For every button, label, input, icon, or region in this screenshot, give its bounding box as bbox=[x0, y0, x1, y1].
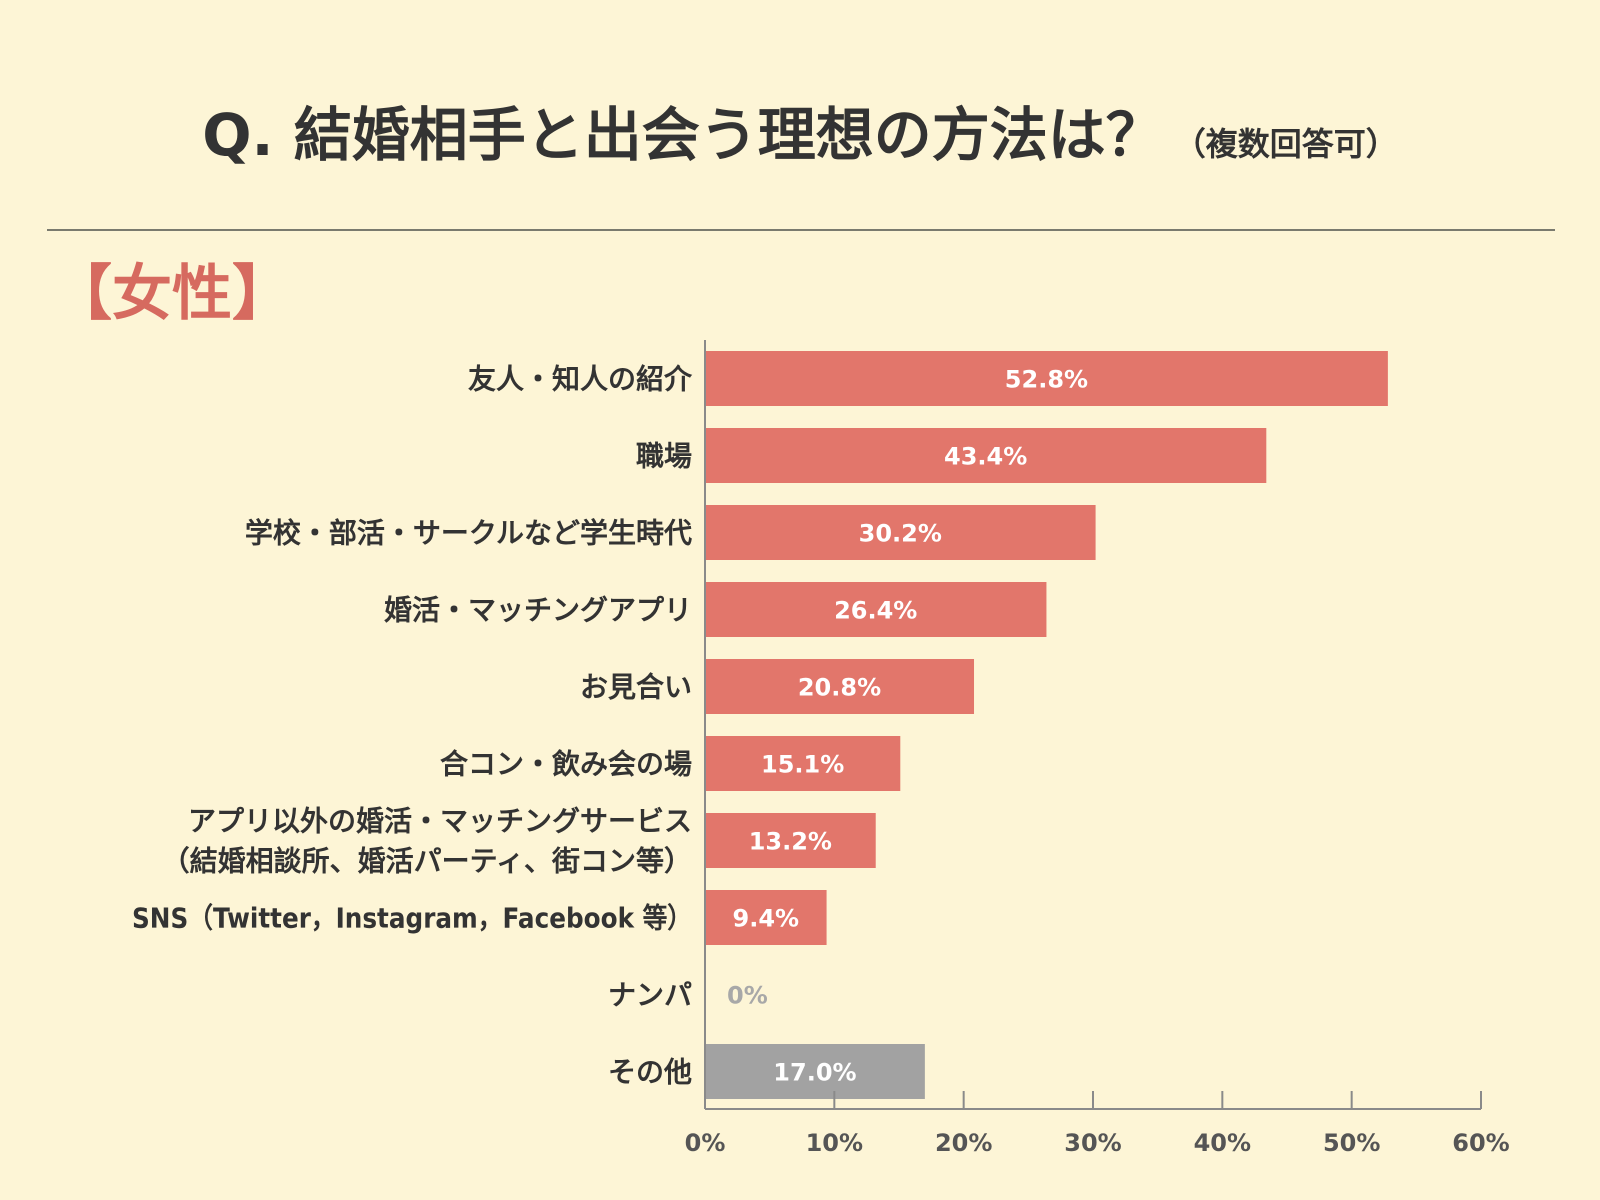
data-label-4: 20.8% bbox=[798, 674, 881, 702]
x-tick-label-2: 20% bbox=[935, 1129, 992, 1157]
x-tick-label-5: 50% bbox=[1323, 1129, 1380, 1157]
category-label-5: 合コン・飲み会の場 bbox=[440, 748, 692, 781]
x-tick-label-4: 40% bbox=[1194, 1129, 1251, 1157]
data-label-1: 43.4% bbox=[944, 443, 1027, 471]
category-label-6-line-1: （結婚相談所、婚活パーティ、街コン等） bbox=[162, 845, 692, 878]
data-label-7: 9.4% bbox=[733, 905, 800, 933]
x-tick-label-1: 10% bbox=[806, 1129, 863, 1157]
bar-0 bbox=[705, 351, 1388, 406]
chart-title: Q. 結婚相手と出会う理想の方法は？ bbox=[202, 101, 1164, 169]
chart-title-container: Q. 結婚相手と出会う理想の方法は？ （複数回答可） bbox=[0, 88, 1600, 172]
bar-4 bbox=[705, 659, 975, 714]
data-label-2: 30.2% bbox=[859, 520, 942, 548]
bar-2 bbox=[705, 505, 1096, 560]
data-label-3: 26.4% bbox=[834, 597, 917, 625]
bar-6 bbox=[705, 813, 876, 868]
category-label-4: お見合い bbox=[580, 671, 692, 704]
bar-9 bbox=[705, 1044, 925, 1099]
data-label-9: 17.0% bbox=[773, 1059, 856, 1087]
category-label-2: 学校・部活・サークルなど学生時代 bbox=[245, 517, 692, 550]
bar-7 bbox=[705, 890, 827, 945]
category-label-6-line-0: アプリ以外の婚活・マッチングサービス bbox=[188, 805, 692, 838]
category-label-7: SNS（Twitter，Instagram，Facebook 等） bbox=[132, 902, 692, 935]
data-label-6: 13.2% bbox=[749, 828, 832, 856]
data-label-8: 0% bbox=[727, 982, 768, 1010]
data-label-0: 52.8% bbox=[1005, 366, 1088, 394]
bar-5 bbox=[705, 736, 901, 791]
x-tick-label-0: 0% bbox=[685, 1129, 726, 1157]
data-label-5: 15.1% bbox=[761, 751, 844, 779]
category-label-0: 友人・知人の紹介 bbox=[468, 363, 693, 396]
bar-1 bbox=[705, 428, 1267, 483]
category-label-8: ナンパ bbox=[608, 979, 692, 1012]
x-tick-label-3: 30% bbox=[1064, 1129, 1121, 1157]
bar-3 bbox=[705, 582, 1047, 637]
category-label-3: 婚活・マッチングアプリ bbox=[384, 594, 692, 627]
chart-title-note: （複数回答可） bbox=[1173, 125, 1398, 163]
header-divider bbox=[47, 229, 1555, 231]
category-label-9: その他 bbox=[608, 1056, 692, 1089]
category-label-1: 職場 bbox=[636, 440, 692, 473]
section-label: 【女性】 bbox=[52, 259, 292, 329]
x-tick-label-6: 60% bbox=[1452, 1129, 1509, 1157]
